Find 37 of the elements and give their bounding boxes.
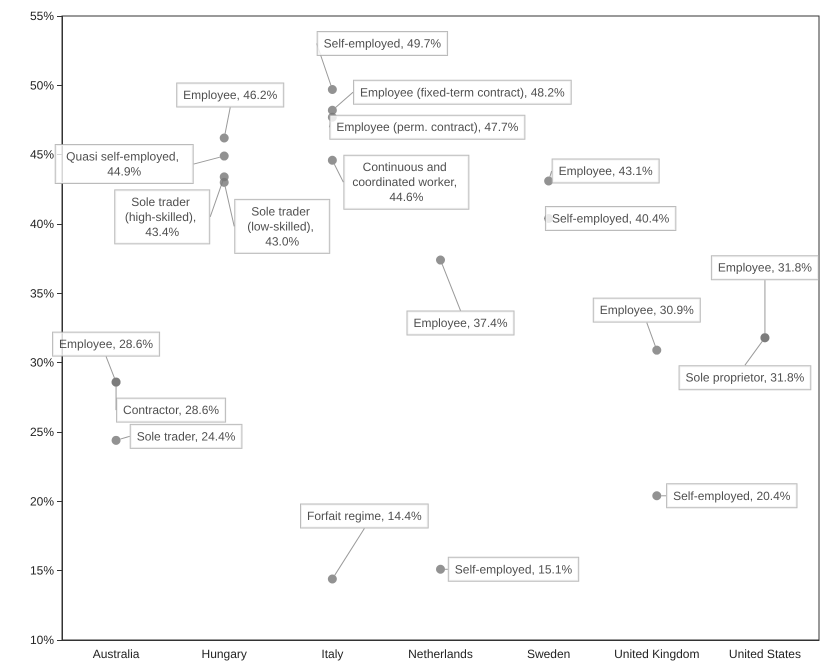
data-label: Self-employed, 49.7% (324, 36, 442, 50)
y-tick-label: 30% (30, 356, 54, 370)
x-tick-label: Netherlands (408, 647, 473, 661)
y-tick-label: 25% (30, 425, 54, 439)
data-label: Self-employed, 20.4% (673, 488, 791, 503)
data-label: Forfait regime, 14.4% (307, 508, 422, 523)
data-label: Employee, 28.6% (59, 337, 154, 352)
data-label: Self-employed, 15.1% (454, 562, 573, 576)
data-label: Sole trader, 24.4% (136, 429, 236, 444)
data-label: Employee, 37.4% (413, 316, 508, 330)
data-label: Self-employed, 40.4% (552, 211, 670, 226)
x-tick-label: Sweden (526, 647, 570, 661)
x-tick-label: Australia (92, 647, 140, 661)
data-label: Employee, 31.8% (718, 260, 812, 275)
x-tick-label: Hungary (202, 647, 247, 661)
y-tick-label: 15% (30, 564, 54, 578)
y-tick-label: 10% (30, 633, 54, 647)
x-tick-label: United States (728, 647, 801, 661)
data-label: Sole trader (high-skilled), 43.4% (124, 194, 200, 239)
y-tick-label: 20% (30, 494, 54, 508)
data-label: Employee (fixed-term contract), 48.2% (360, 85, 566, 100)
y-tick-label: 55% (30, 9, 54, 23)
data-label: Sole trader (low-skilled), 43.0% (247, 204, 318, 248)
data-label: Sole proprietor, 31.8% (686, 370, 805, 385)
data-label: Employee, 43.1% (558, 164, 653, 178)
x-tick-label: Italy (321, 647, 344, 661)
y-tick-label: 40% (30, 217, 54, 231)
data-label: Employee (perm. contract), 47.7% (336, 120, 519, 134)
data-label: Employee, 46.2% (183, 88, 278, 102)
x-tick-label: United Kingdom (614, 647, 700, 661)
data-label: Continuous and coordinated worker, 44.6% (352, 160, 460, 204)
data-label: Contractor, 28.6% (123, 403, 220, 418)
data-label: Employee, 30.9% (600, 303, 694, 318)
y-tick-label: 35% (30, 286, 54, 300)
data-label: Quasi self-employed, 44.9% (66, 150, 182, 179)
y-tick-label: 50% (30, 78, 54, 92)
y-tick-label: 45% (30, 148, 54, 162)
